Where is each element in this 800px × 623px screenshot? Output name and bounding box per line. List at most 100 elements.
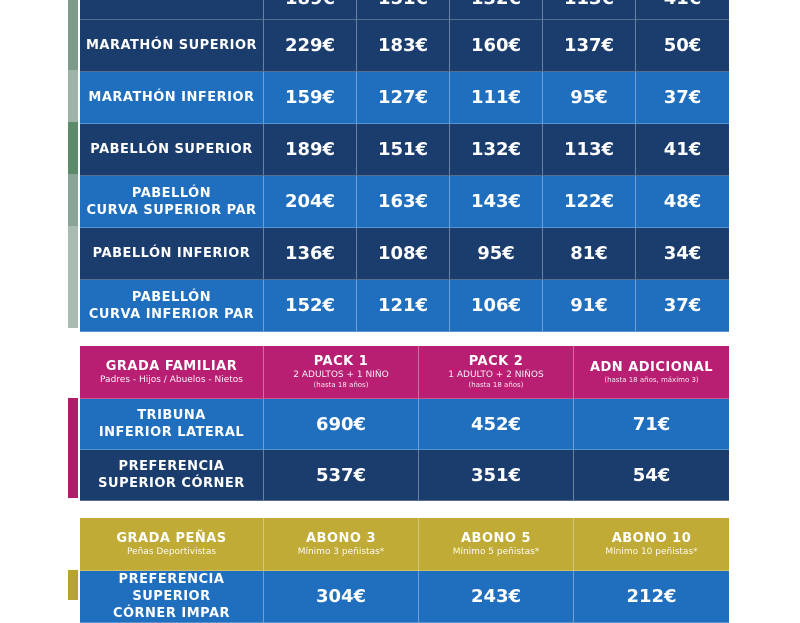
price-cell: 452€ [419, 399, 574, 450]
price-cell: 137€ [543, 20, 636, 72]
pricing-page: 189€ 151€ 132€ 113€ 41€ MARATHÓN SUPERIO… [68, 0, 729, 623]
price-cell: 113€ [543, 0, 636, 20]
price-cell: 159€ [264, 72, 357, 124]
penas-title: GRADA PEÑAS [116, 530, 227, 546]
abono3-header: ABONO 3 Mínimo 3 peñistas* [264, 518, 419, 571]
pack2-note: (hasta 18 años) [468, 381, 524, 389]
penas-header-row: GRADA PEÑAS Peñas Deportivistas ABONO 3 … [80, 518, 729, 571]
price-cell: 151€ [357, 0, 450, 20]
abono5-title: ABONO 5 [460, 530, 532, 546]
decor-stripe [68, 226, 78, 328]
row-label: PABELLÓN CURVA INFERIOR PAR [80, 280, 264, 332]
decor-stripe [68, 0, 78, 70]
abono3-title: ABONO 3 [305, 530, 377, 546]
price-cell: 143€ [450, 176, 543, 228]
price-cell: 183€ [357, 20, 450, 72]
abono3-subtitle: Mínimo 3 peñistas* [297, 546, 385, 557]
price-cell: 204€ [264, 176, 357, 228]
familiar-accent-stripe [68, 398, 78, 498]
familiar-title: GRADA FAMILIAR [105, 358, 238, 374]
row-label: PREFERENCIA SUPERIOR CÓRNER IMPAR [80, 571, 264, 623]
table-row: MARATHÓN SUPERIOR 229€ 183€ 160€ 137€ 50… [80, 20, 729, 72]
price-cell: 71€ [574, 399, 729, 450]
price-cell: 690€ [264, 399, 419, 450]
main-price-table: 189€ 151€ 132€ 113€ 41€ MARATHÓN SUPERIO… [80, 0, 729, 332]
table-row: PABELLÓN CURVA INFERIOR PAR 152€ 121€ 10… [80, 280, 729, 332]
abono10-title: ABONO 10 [611, 530, 692, 546]
price-cell: 111€ [450, 72, 543, 124]
pack1-subtitle: 2 ADULTOS + 1 NIÑO [293, 370, 389, 380]
price-cell: 243€ [419, 571, 574, 623]
price-cell: 106€ [450, 280, 543, 332]
familiar-subtitle: Padres - Hijos / Abuelos - Nietos [100, 374, 243, 385]
price-cell: 37€ [636, 72, 729, 124]
row-label-line: PABELLÓN [131, 289, 212, 305]
table-row: MARATHÓN INFERIOR 159€ 127€ 111€ 95€ 37€ [80, 72, 729, 124]
price-cell: 163€ [357, 176, 450, 228]
row-label-line: CURVA INFERIOR PAR [88, 306, 255, 322]
decor-stripe [68, 70, 78, 122]
extra-header: ADN ADICIONAL (hasta 18 años, máximo 3) [574, 346, 729, 399]
familiar-price-table: GRADA FAMILIAR Padres - Hijos / Abuelos … [80, 346, 729, 501]
row-label: MARATHÓN SUPERIOR [80, 20, 264, 72]
table-row: PABELLÓN INFERIOR 136€ 108€ 95€ 81€ 34€ [80, 228, 729, 280]
abono5-subtitle: Mínimo 5 peñistas* [452, 546, 540, 557]
row-label-line: CÓRNER IMPAR [112, 606, 231, 621]
abono10-subtitle: Mínimo 10 peñistas* [605, 546, 698, 557]
row-label: MARATHÓN INFERIOR [80, 72, 264, 124]
row-label [80, 0, 264, 20]
extra-note: (hasta 18 años, máximo 3) [604, 375, 699, 384]
row-label: PABELLÓN CURVA SUPERIOR PAR [80, 176, 264, 228]
price-cell: 152€ [264, 280, 357, 332]
row-label-line: TRIBUNA [137, 408, 206, 423]
price-cell: 81€ [543, 228, 636, 280]
penas-header-cell: GRADA PEÑAS Peñas Deportivistas [80, 518, 264, 571]
row-label: PABELLÓN INFERIOR [80, 228, 264, 280]
extra-title: ADN ADICIONAL [589, 359, 714, 375]
penas-price-table: GRADA PEÑAS Peñas Deportivistas ABONO 3 … [80, 518, 729, 623]
pack1-header: PACK 1 2 ADULTOS + 1 NIÑO (hasta 18 años… [264, 346, 419, 399]
pack1-title: PACK 1 [313, 354, 369, 369]
row-label-line: CURVA SUPERIOR PAR [86, 202, 257, 218]
price-cell: 160€ [450, 20, 543, 72]
abono10-header: ABONO 10 Mínimo 10 peñistas* [574, 518, 729, 571]
row-label: PREFERENCIA SUPERIOR CÓRNER [80, 450, 264, 501]
pack1-note: (hasta 18 años) [313, 381, 369, 389]
row-label: TRIBUNA INFERIOR LATERAL [80, 399, 264, 450]
table-row: 189€ 151€ 132€ 113€ 41€ [80, 0, 729, 20]
row-label-line: PABELLÓN [131, 185, 212, 201]
price-cell: 34€ [636, 228, 729, 280]
price-cell: 54€ [574, 450, 729, 501]
decor-stripe [68, 122, 78, 174]
table-row: PABELLÓN SUPERIOR 189€ 151€ 132€ 113€ 41… [80, 124, 729, 176]
price-cell: 132€ [450, 0, 543, 20]
abono5-header: ABONO 5 Mínimo 5 peñistas* [419, 518, 574, 571]
table-row: PABELLÓN CURVA SUPERIOR PAR 204€ 163€ 14… [80, 176, 729, 228]
price-cell: 113€ [543, 124, 636, 176]
price-cell: 151€ [357, 124, 450, 176]
pack2-title: PACK 2 [468, 354, 524, 369]
price-cell: 304€ [264, 571, 419, 623]
penas-accent-stripe [68, 570, 78, 600]
price-cell: 121€ [357, 280, 450, 332]
table-row: TRIBUNA INFERIOR LATERAL 690€ 452€ 71€ [80, 399, 729, 450]
price-cell: 189€ [264, 124, 357, 176]
price-cell: 136€ [264, 228, 357, 280]
price-cell: 41€ [636, 124, 729, 176]
table-row: PREFERENCIA SUPERIOR CÓRNER 537€ 351€ 54… [80, 450, 729, 501]
pack2-header: PACK 2 1 ADULTO + 2 NIÑOS (hasta 18 años… [419, 346, 574, 399]
familiar-header-row: GRADA FAMILIAR Padres - Hijos / Abuelos … [80, 346, 729, 399]
price-cell: 50€ [636, 20, 729, 72]
decor-stripe [68, 174, 78, 226]
price-cell: 37€ [636, 280, 729, 332]
price-cell: 132€ [450, 124, 543, 176]
price-cell: 189€ [264, 0, 357, 20]
price-cell: 351€ [419, 450, 574, 501]
price-cell: 122€ [543, 176, 636, 228]
row-label-line: PREFERENCIA [118, 459, 225, 474]
price-cell: 229€ [264, 20, 357, 72]
price-cell: 108€ [357, 228, 450, 280]
familiar-header-cell: GRADA FAMILIAR Padres - Hijos / Abuelos … [80, 346, 264, 399]
price-cell: 41€ [636, 0, 729, 20]
penas-subtitle: Peñas Deportivistas [126, 546, 217, 557]
